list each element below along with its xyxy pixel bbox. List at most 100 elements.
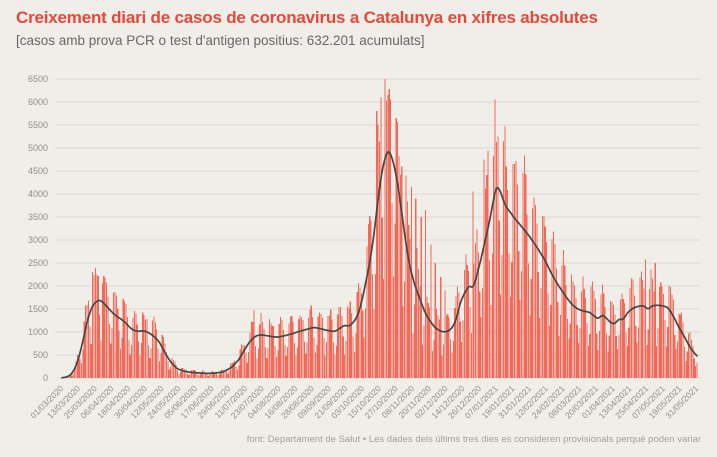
daily-cases-bar <box>473 263 475 378</box>
daily-cases-bar <box>378 141 381 378</box>
daily-cases-bar <box>257 348 259 378</box>
daily-cases-bar <box>472 191 474 378</box>
y-tick-label: 3000 <box>28 235 48 245</box>
daily-cases-bar <box>216 373 218 378</box>
daily-cases-bar <box>224 369 226 378</box>
daily-cases-bar <box>585 298 587 378</box>
daily-cases-bar <box>441 355 443 378</box>
daily-cases-bar <box>397 122 399 378</box>
daily-cases-bar <box>440 276 442 378</box>
daily-cases-bar <box>476 229 478 378</box>
daily-cases-bar <box>610 300 612 378</box>
daily-cases-bar <box>495 141 498 378</box>
daily-cases-bar <box>103 275 105 378</box>
daily-cases-bar <box>578 342 580 378</box>
daily-cases-bar <box>211 370 213 378</box>
daily-cases-bar <box>398 155 400 378</box>
daily-cases-bar <box>146 319 148 378</box>
daily-cases-bar <box>157 348 159 378</box>
daily-cases-bar <box>484 188 486 378</box>
daily-cases-bar <box>168 369 170 378</box>
daily-cases-bar <box>593 291 595 378</box>
daily-cases-bar <box>203 371 205 378</box>
daily-cases-bar <box>480 316 482 378</box>
daily-cases-bar <box>387 94 389 378</box>
daily-cases-bar <box>459 321 461 378</box>
daily-cases-bar <box>413 304 415 378</box>
daily-cases-bar <box>562 250 564 378</box>
daily-cases-bar <box>90 344 92 378</box>
daily-cases-bar <box>543 216 545 378</box>
daily-cases-bar <box>89 326 91 378</box>
daily-cases-bar <box>429 307 431 378</box>
daily-cases-bar <box>427 302 429 378</box>
daily-cases-bar <box>192 369 194 378</box>
daily-cases-bar <box>277 350 279 378</box>
daily-cases-bar <box>267 347 269 378</box>
daily-cases-bar <box>363 338 365 378</box>
daily-cases-bar <box>207 375 209 378</box>
daily-cases-bar <box>261 322 264 378</box>
daily-cases-bar <box>676 341 679 378</box>
daily-cases-bar <box>486 174 488 378</box>
y-tick-label: 4000 <box>28 189 48 199</box>
daily-cases-bar <box>614 314 616 378</box>
daily-cases-bar <box>488 260 491 378</box>
daily-cases-bar <box>626 345 628 378</box>
daily-cases-bar <box>129 354 131 378</box>
daily-cases-bar <box>310 305 312 378</box>
daily-cases-bar <box>275 357 277 378</box>
daily-cases-bar <box>508 253 510 378</box>
daily-cases-bar <box>96 274 98 378</box>
daily-cases-bar <box>672 299 674 378</box>
daily-cases-bar <box>452 341 454 378</box>
daily-cases-bar <box>206 374 208 378</box>
daily-cases-bar <box>566 319 569 378</box>
daily-cases-bar <box>231 363 233 378</box>
daily-cases-bar <box>289 316 291 378</box>
daily-cases-bar <box>282 330 284 378</box>
daily-cases-bar <box>199 374 201 378</box>
daily-cases-bar <box>259 324 261 378</box>
daily-cases-bar <box>557 302 559 378</box>
daily-cases-bar <box>571 274 573 378</box>
daily-cases-bar <box>615 336 617 378</box>
daily-cases-bar <box>540 288 542 378</box>
daily-cases-bar <box>653 291 655 378</box>
x-axis-labels: 01/03/202013/03/202025/03/202006/04/2020… <box>28 383 700 420</box>
daily-cases-bar <box>114 292 116 378</box>
daily-cases-bar <box>646 345 648 378</box>
daily-cases-bar <box>284 345 286 378</box>
daily-cases-bar <box>225 371 227 378</box>
daily-cases-bar <box>75 361 77 378</box>
daily-cases-bar <box>586 323 588 378</box>
daily-cases-bar <box>342 336 344 378</box>
daily-cases-bar <box>239 349 241 378</box>
daily-cases-bar <box>316 344 318 378</box>
daily-cases-bar <box>501 254 503 378</box>
daily-cases-bar <box>669 286 672 378</box>
daily-cases-bar <box>138 341 140 378</box>
daily-cases-bar <box>271 325 273 378</box>
daily-cases-bar <box>675 348 677 378</box>
daily-cases-bar <box>658 287 660 378</box>
daily-cases-bar <box>359 287 361 378</box>
daily-cases-bar <box>558 336 560 378</box>
daily-cases-bar <box>268 319 271 378</box>
daily-cases-bar <box>565 285 567 378</box>
daily-cases-bar <box>582 276 584 378</box>
daily-cases-bar <box>483 159 485 378</box>
daily-cases-bar <box>307 318 310 378</box>
daily-cases-bar <box>121 337 123 378</box>
daily-cases-bar <box>242 345 244 378</box>
daily-cases-bar <box>417 268 420 378</box>
daily-cases-bar <box>529 315 531 378</box>
daily-cases-bar <box>628 327 630 378</box>
daily-cases-bar <box>119 348 122 378</box>
daily-cases-bar <box>222 369 225 378</box>
daily-cases-bar <box>523 155 525 378</box>
daily-cases-bar <box>366 246 368 378</box>
daily-cases-bar <box>246 362 248 378</box>
daily-cases-bar <box>317 316 319 378</box>
daily-cases-bar <box>163 336 165 378</box>
